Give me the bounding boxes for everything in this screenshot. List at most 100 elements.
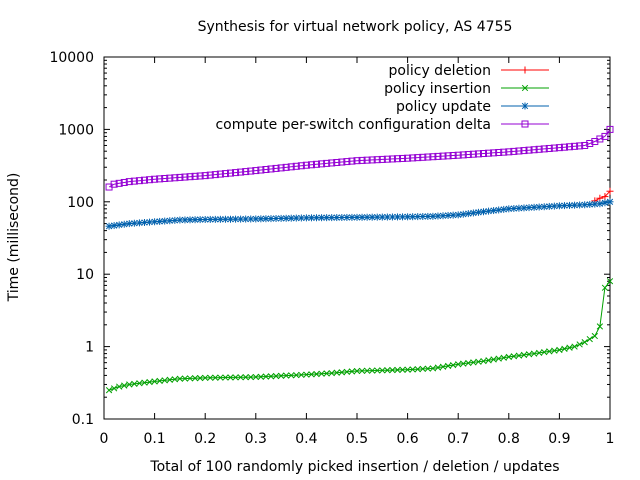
data-point xyxy=(470,359,477,366)
data-point xyxy=(125,178,133,186)
marker-stroke xyxy=(485,357,492,364)
marker-stroke xyxy=(338,158,346,166)
marker-stroke xyxy=(419,213,426,220)
data-point xyxy=(115,221,123,229)
marker-stroke xyxy=(459,151,467,159)
data-point xyxy=(521,102,529,110)
marker-stroke xyxy=(116,221,123,229)
marker-stroke xyxy=(444,152,452,160)
data-point xyxy=(581,339,588,346)
data-point xyxy=(500,205,508,213)
marker-stroke xyxy=(495,206,502,214)
marker-stroke xyxy=(449,152,457,160)
data-point xyxy=(110,180,118,188)
data-point xyxy=(464,151,472,159)
data-point xyxy=(424,365,431,372)
marker-stroke xyxy=(313,370,320,378)
marker-stroke xyxy=(500,206,507,213)
marker-stroke xyxy=(348,157,356,165)
marker-stroke xyxy=(171,174,179,182)
data-point xyxy=(242,374,249,381)
data-point xyxy=(283,372,290,379)
data-point xyxy=(181,173,189,181)
marker-stroke xyxy=(186,216,194,223)
marker-stroke xyxy=(546,348,553,355)
marker-stroke xyxy=(105,387,113,394)
marker-stroke xyxy=(521,102,529,110)
data-point xyxy=(454,151,462,159)
marker-stroke xyxy=(211,171,219,179)
data-point xyxy=(318,160,326,168)
data-point xyxy=(419,213,427,221)
marker-stroke xyxy=(333,214,340,221)
marker-stroke xyxy=(207,374,214,381)
data-point xyxy=(191,172,199,180)
data-point xyxy=(343,368,351,376)
marker-stroke xyxy=(439,152,447,160)
marker-stroke xyxy=(237,374,244,381)
marker-stroke xyxy=(536,203,543,211)
data-point xyxy=(459,210,467,218)
marker-stroke xyxy=(566,143,574,151)
legend-label: compute per-switch configuration delta xyxy=(215,117,491,133)
data-point xyxy=(571,343,578,350)
marker-stroke xyxy=(394,213,401,221)
marker-stroke xyxy=(601,132,609,140)
marker-stroke xyxy=(343,368,351,376)
marker-stroke xyxy=(581,339,588,346)
marker-stroke xyxy=(490,149,498,157)
marker-stroke xyxy=(242,374,249,381)
marker-stroke xyxy=(399,154,407,162)
data-point xyxy=(125,220,133,228)
data-point xyxy=(545,144,553,152)
marker-stroke xyxy=(586,201,593,208)
marker-stroke xyxy=(110,385,118,392)
data-point xyxy=(586,335,593,343)
data-point xyxy=(257,166,265,174)
marker-stroke xyxy=(535,145,543,153)
marker-stroke xyxy=(439,363,447,370)
marker-stroke xyxy=(434,364,442,371)
marker-stroke xyxy=(277,372,285,379)
data-point xyxy=(323,159,331,167)
marker-stroke xyxy=(202,216,209,223)
marker-stroke xyxy=(525,204,533,211)
series-line xyxy=(109,201,611,227)
data-point xyxy=(455,361,462,368)
marker-stroke xyxy=(136,380,143,387)
marker-stroke xyxy=(596,200,604,207)
marker-stroke xyxy=(439,212,447,219)
marker-stroke xyxy=(135,177,143,185)
marker-stroke xyxy=(333,369,340,376)
marker-stroke xyxy=(232,215,239,223)
data-point xyxy=(521,84,529,92)
marker-stroke xyxy=(267,373,275,380)
marker-stroke xyxy=(520,204,528,212)
data-point xyxy=(510,353,518,360)
marker-stroke xyxy=(358,214,366,221)
marker-stroke xyxy=(353,214,361,221)
marker-stroke xyxy=(328,214,335,221)
marker-stroke xyxy=(424,153,432,161)
marker-stroke xyxy=(409,213,416,220)
data-point xyxy=(596,200,604,208)
data-point xyxy=(140,176,148,184)
data-point xyxy=(267,165,275,173)
data-point xyxy=(454,211,462,219)
marker-stroke xyxy=(293,214,300,222)
marker-stroke xyxy=(525,351,533,358)
marker-stroke xyxy=(368,156,376,164)
x-tick-label: 0.2 xyxy=(194,431,216,447)
data-point xyxy=(596,323,604,330)
marker-stroke xyxy=(404,154,412,162)
data-point xyxy=(378,155,386,163)
marker-stroke xyxy=(171,217,178,224)
data-point xyxy=(105,222,113,230)
data-point xyxy=(485,357,492,364)
data-point xyxy=(171,376,178,383)
data-point xyxy=(469,209,477,217)
series-line xyxy=(594,190,611,202)
data-point xyxy=(207,374,214,381)
marker-stroke xyxy=(363,156,371,164)
